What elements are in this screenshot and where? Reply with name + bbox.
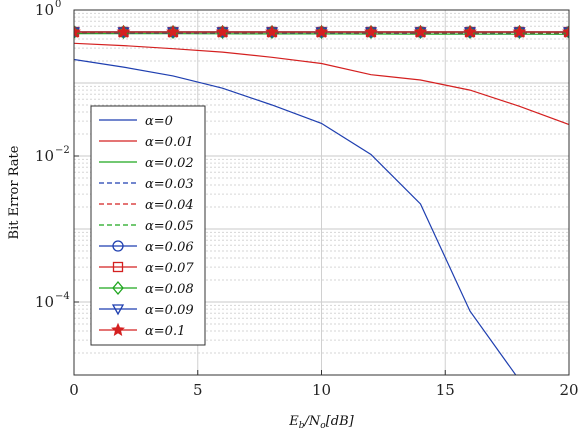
series-0 bbox=[74, 58, 517, 375]
legend-marker bbox=[111, 304, 125, 316]
y-axis-label: Bit Error Rate bbox=[7, 145, 22, 239]
y-tick-label: 10 bbox=[35, 293, 54, 311]
series-1 bbox=[74, 42, 569, 126]
legend-marker bbox=[111, 322, 125, 336]
x-label-slash: /N bbox=[303, 414, 321, 429]
data-point bbox=[215, 24, 230, 38]
x-tick-label: 0 bbox=[69, 381, 79, 399]
legend-label: α=0 bbox=[145, 114, 173, 129]
legend-marker bbox=[112, 261, 124, 273]
x-label-e: E bbox=[288, 414, 299, 429]
data-point bbox=[364, 24, 378, 38]
x-label-sub-o: o bbox=[320, 421, 326, 431]
data-point bbox=[166, 24, 180, 38]
data-point bbox=[314, 24, 329, 38]
legend-label: α=0.07 bbox=[145, 261, 194, 276]
legend-label: α=0.05 bbox=[145, 219, 194, 234]
series-10 bbox=[74, 24, 569, 38]
legend-label: α=0.08 bbox=[145, 282, 194, 297]
x-tick-label: 10 bbox=[312, 381, 331, 399]
x-tick-label: 5 bbox=[193, 381, 203, 399]
data-point bbox=[413, 24, 428, 38]
legend-marker bbox=[112, 280, 124, 296]
x-tick-label: 15 bbox=[436, 381, 455, 399]
data-point bbox=[562, 24, 569, 38]
series-line bbox=[74, 58, 517, 375]
legend-label: α=0.01 bbox=[145, 135, 194, 150]
x-label-sub-b: b bbox=[299, 421, 305, 431]
y-tick-label: 10 bbox=[35, 147, 54, 165]
y-tick-label: 10 bbox=[35, 1, 54, 19]
y-tick-exponent: 0 bbox=[55, 0, 61, 10]
data-point bbox=[463, 24, 477, 38]
legend-label: α=0.06 bbox=[145, 240, 194, 255]
legend-label: α=0.1 bbox=[145, 324, 185, 339]
legend-label: α=0.04 bbox=[145, 198, 194, 213]
data-point bbox=[512, 24, 527, 38]
series-line bbox=[74, 42, 569, 126]
legend: α=0 α=0.01 α=0.02 α=0.03 α=0.04 α=0.05 α=0.06 α… bbox=[90, 105, 206, 346]
legend-label: α=0.02 bbox=[145, 156, 194, 171]
data-point bbox=[116, 24, 131, 38]
x-tick-label: 20 bbox=[559, 381, 578, 399]
legend-marker bbox=[112, 240, 124, 252]
x-axis-label: Eb/No[dB] bbox=[288, 414, 354, 431]
data-point bbox=[265, 24, 279, 38]
y-tick-exponent: −2 bbox=[55, 145, 70, 156]
x-label-unit: [dB] bbox=[326, 414, 355, 429]
legend-label: α=0.03 bbox=[145, 177, 194, 192]
series-layer bbox=[74, 24, 569, 375]
y-tick-exponent: −4 bbox=[55, 291, 70, 302]
legend-label: α=0.09 bbox=[145, 303, 194, 318]
data-point bbox=[74, 24, 81, 38]
